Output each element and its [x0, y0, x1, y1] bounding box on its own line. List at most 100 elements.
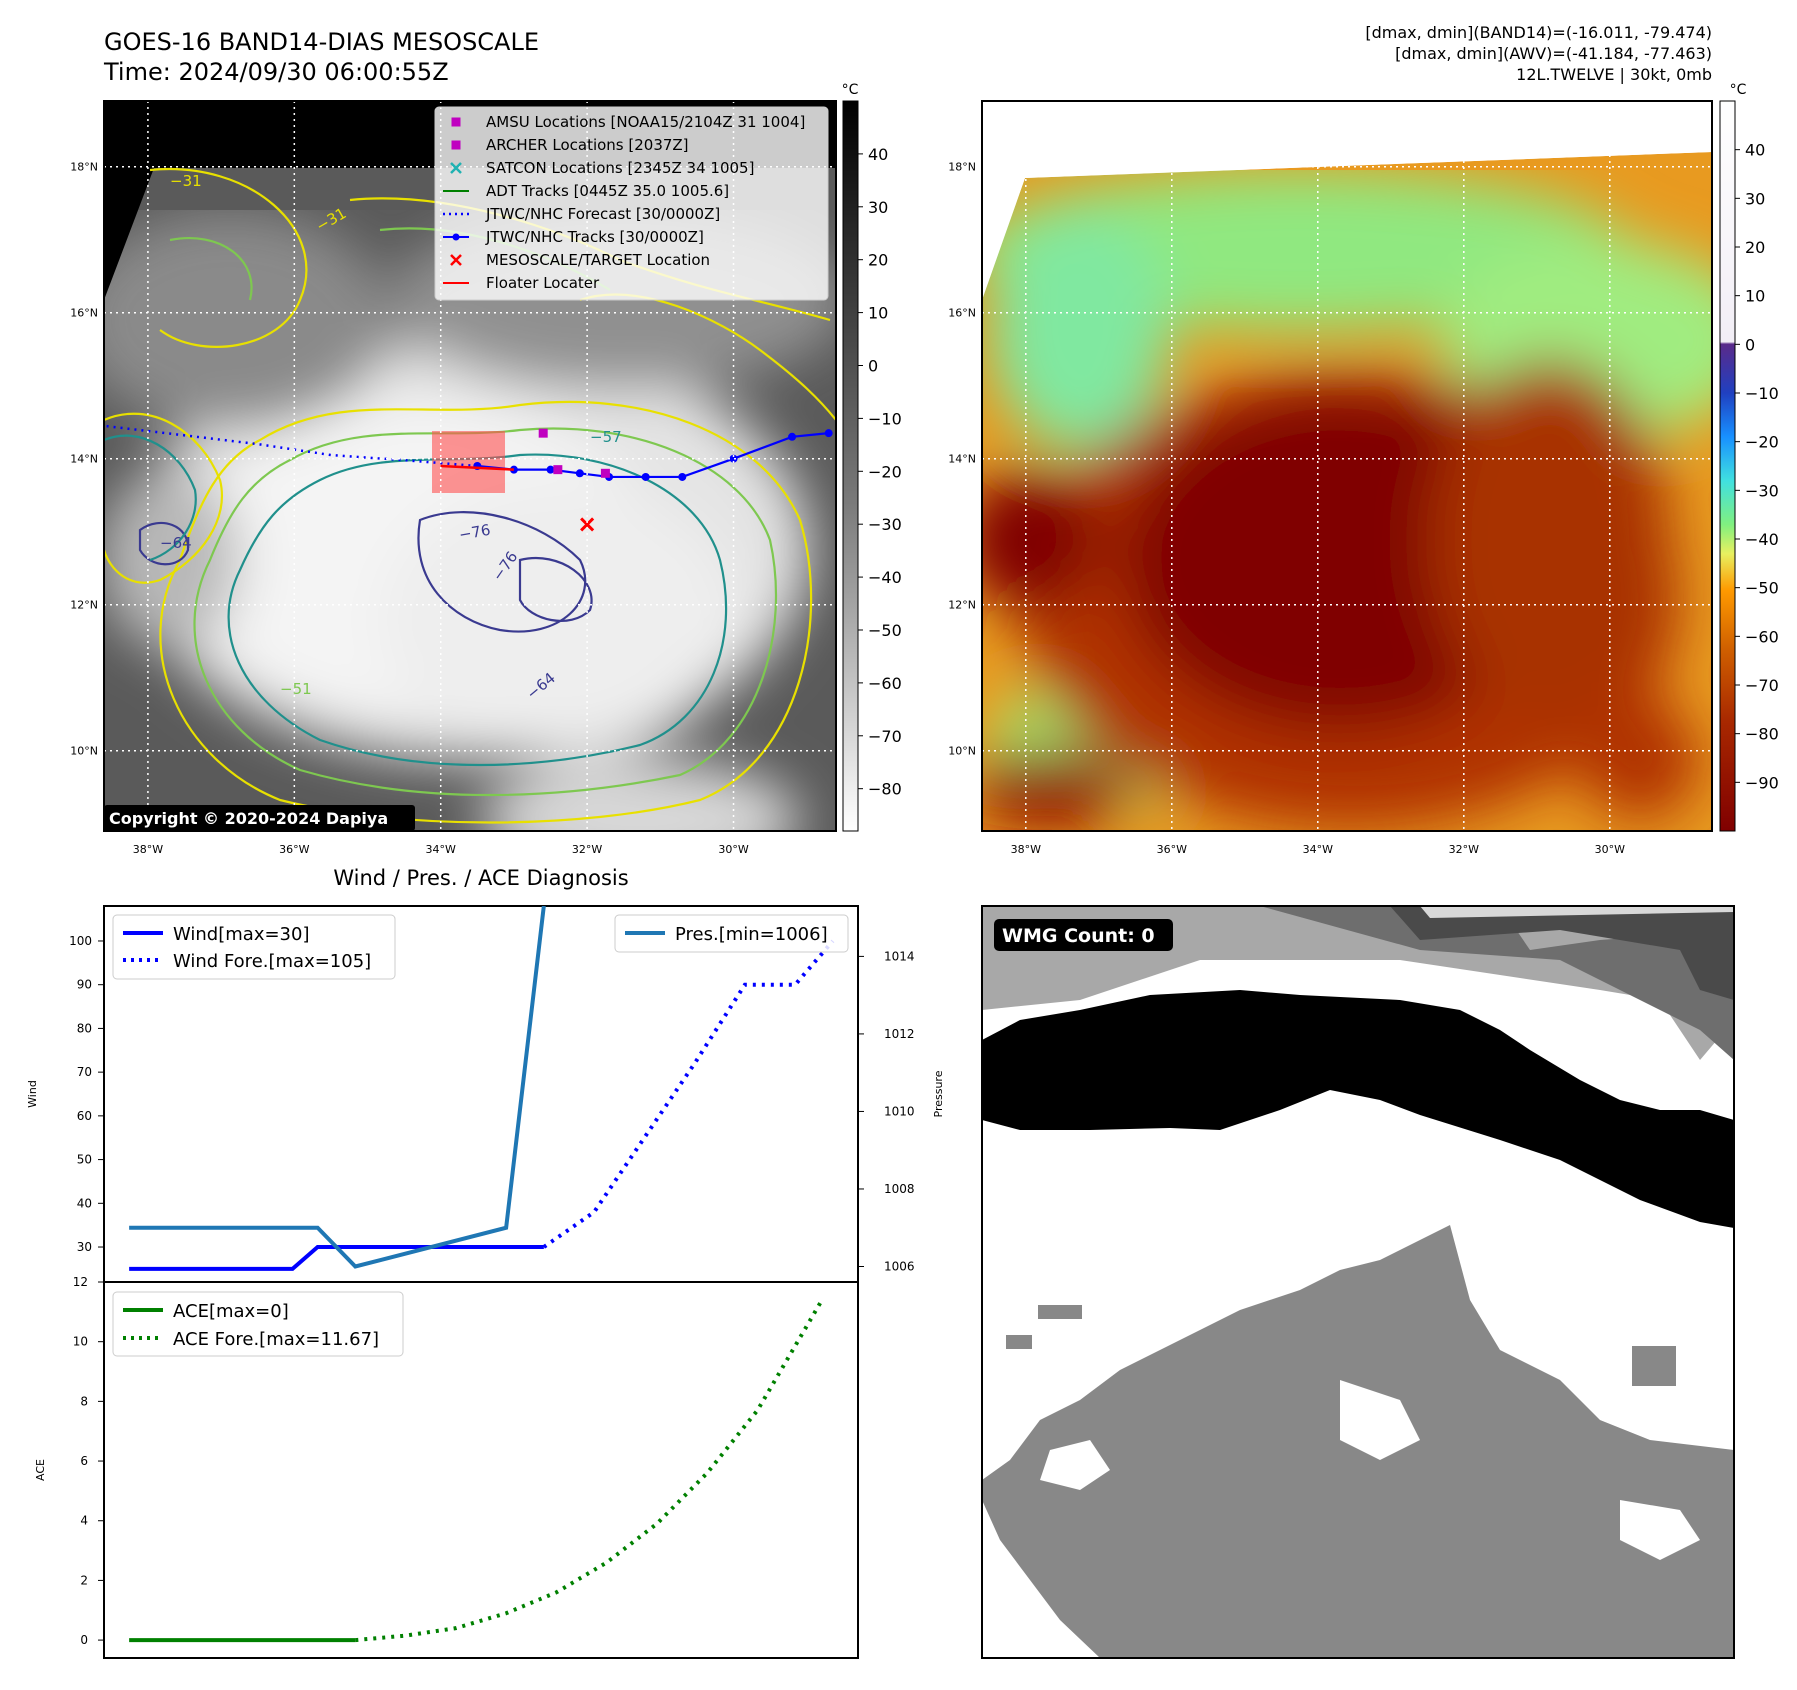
- lat-tick-label: 18°N: [948, 161, 976, 174]
- series-pres-: [129, 906, 546, 1269]
- floater-locater: [440, 464, 514, 471]
- contour-label: −76: [458, 521, 492, 544]
- colorbar-tick-label: −90: [1745, 773, 1779, 792]
- copyright: Copyright © 2020-2024 Dapiya: [109, 809, 388, 828]
- colorbar-gray: °C 40 30 20 10 0 −10 −20 −30 −40 −50 −60 −70 −80: [842, 82, 902, 832]
- wind-tick-label: 80: [77, 1021, 92, 1035]
- pres-legend: Pres.[min=1006]: [614, 914, 849, 953]
- wind-legend: Wind[max=30] Wind Fore.[max=105]: [112, 914, 396, 980]
- floater-box: [432, 431, 505, 493]
- pressure-tick-label: 1006: [884, 1259, 915, 1273]
- series-ace-fore-: [355, 1301, 823, 1643]
- lon-tick-label: 32°W: [572, 843, 602, 856]
- track-point: [788, 432, 797, 441]
- colorbar-tick-label: 30: [1745, 189, 1765, 208]
- colorbar-tick-label: 0: [1745, 335, 1755, 354]
- ace-tick-label: 2: [80, 1573, 88, 1587]
- pressure-tick-label: 1008: [884, 1182, 915, 1196]
- wind-tick-label: 60: [77, 1109, 92, 1123]
- colorbar-tick-label: 10: [868, 304, 888, 323]
- legend-marker: [450, 162, 462, 174]
- legend-label: JTWC/NHC Forecast [30/0000Z]: [485, 205, 720, 223]
- lon-tick-label: 34°W: [1303, 843, 1333, 856]
- colorbar-tick-label: 30: [868, 198, 888, 217]
- pressure-tick-label: 1012: [884, 1027, 915, 1041]
- stat-line-storm: 12L.TWELVE | 30kt, 0mb: [1516, 65, 1712, 84]
- lon-tick-label: 30°W: [718, 843, 748, 856]
- colorbar-gray-unit: °C: [842, 82, 859, 98]
- diagnosis-title: Wind / Pres. / ACE Diagnosis: [333, 866, 628, 890]
- legend-marker: [451, 117, 461, 127]
- ace-tick-label: 6: [80, 1454, 88, 1468]
- contour-label: −57: [590, 428, 622, 446]
- track-point: [729, 454, 738, 463]
- legend-marker-dot: [452, 233, 460, 241]
- wind-tick-label: 40: [77, 1196, 92, 1210]
- colorbar-tick-label: −70: [868, 727, 902, 746]
- lat-tick-label: 16°N: [70, 307, 98, 320]
- ace-tick-label: 8: [80, 1394, 88, 1408]
- legend-pres: Pres.[min=1006]: [675, 924, 828, 945]
- track-point: [678, 472, 687, 481]
- jtwc-track: [477, 432, 829, 479]
- ace-tick-label: 4: [80, 1514, 88, 1528]
- ace-tick-label: 0: [80, 1633, 88, 1647]
- colorbar-tick-label: −60: [868, 674, 902, 693]
- colorbar-tick-label: −40: [868, 568, 902, 587]
- legend-label: JTWC/NHC Tracks [30/0000Z]: [485, 228, 704, 246]
- wind-tick-label: 50: [77, 1153, 92, 1167]
- pressure-axis-label: Pressure: [932, 1070, 945, 1117]
- lat-tick-label: 16°N: [948, 307, 976, 320]
- amsu-marker: [600, 468, 610, 478]
- legend-label: ADT Tracks [0445Z 35.0 1005.6]: [486, 182, 729, 200]
- lat-tick-label: 12°N: [948, 599, 976, 612]
- colorbar-tick-label: −50: [868, 621, 902, 640]
- map-axis-labels-a: 38°W 36°W 34°W 32°W 30°W 18°N 16°N 14°N 12°N 10°N: [70, 161, 749, 856]
- colorbar-tick-label: −80: [868, 780, 902, 799]
- lat-tick-label: 14°N: [70, 453, 98, 466]
- lon-tick-label: 36°W: [1157, 843, 1187, 856]
- colorbar-tick-label: −30: [1745, 481, 1779, 500]
- lon-tick-label: 34°W: [426, 843, 456, 856]
- contour-label: −51: [280, 680, 312, 698]
- ace-tick-label: 10: [73, 1335, 88, 1349]
- lat-tick-label: 14°N: [948, 453, 976, 466]
- pressure-tick-label: 1010: [884, 1104, 915, 1118]
- lon-tick-label: 38°W: [1011, 843, 1041, 856]
- legend-ace-fore: ACE Fore.[max=11.67]: [173, 1329, 379, 1350]
- wind-tick-label: 30: [77, 1240, 92, 1254]
- colorbar-tick-label: −10: [868, 409, 902, 428]
- contour-label: −64: [160, 534, 192, 552]
- wmg-count: WMG Count: 0: [1002, 925, 1155, 947]
- colorbar-tick-label: −20: [1745, 433, 1779, 452]
- colorbar-tick-label: −20: [868, 462, 902, 481]
- wind-tick-label: 70: [77, 1065, 92, 1079]
- colorbar-tick-label: −30: [868, 515, 902, 534]
- colorbar-color-unit: °C: [1730, 82, 1747, 98]
- colorbar-tick-label: −80: [1745, 725, 1779, 744]
- lon-tick-label: 32°W: [1449, 843, 1479, 856]
- map-gridlines-b: [982, 101, 1712, 831]
- legend-label: AMSU Locations [NOAA15/2104Z 31 1004]: [486, 113, 805, 131]
- target-marker: [580, 517, 595, 532]
- stat-line-awv: [dmax, dmin](AWV)=(-41.184, -77.463): [1395, 44, 1712, 63]
- wind-tick-label: 100: [69, 934, 92, 948]
- colorbar-tick-label: −10: [1745, 384, 1779, 403]
- colorbar-tick-label: −50: [1745, 579, 1779, 598]
- lon-tick-label: 38°W: [133, 843, 163, 856]
- stat-line-band14: [dmax, dmin](BAND14)=(-16.011, -79.474): [1365, 23, 1712, 42]
- colorbar-tick-label: −70: [1745, 676, 1779, 695]
- amsu-marker: [538, 428, 548, 438]
- colorbar-tick-label: 0: [868, 356, 878, 375]
- colorbar-tick-label: 10: [1745, 287, 1765, 306]
- lat-tick-label: 12°N: [70, 599, 98, 612]
- colorbar-tick-label: −60: [1745, 627, 1779, 646]
- ace-axis-label: ACE: [34, 1459, 47, 1481]
- legend-marker: [451, 140, 461, 150]
- pressure-tick-label: 1014: [884, 949, 915, 963]
- legend-label: MESOSCALE/TARGET Location: [486, 251, 710, 269]
- figure-time: Time: 2024/09/30 06:00:55Z: [103, 58, 449, 86]
- legend-label: SATCON Locations [2345Z 34 1005]: [486, 159, 754, 177]
- legend-marker: [450, 254, 462, 266]
- panel-ir-gray: −76 −76 −64 −64 −57 −51 −31 −31 AMSU Loc…: [70, 100, 837, 856]
